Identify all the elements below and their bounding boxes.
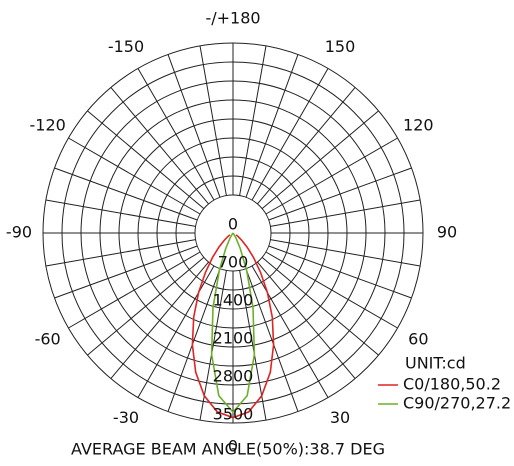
r-tick-label: 700 <box>218 253 249 272</box>
spoke <box>265 137 398 215</box>
angle-label: 150 <box>325 37 356 56</box>
minor-spoke <box>45 239 196 267</box>
minor-spoke <box>54 167 198 221</box>
minor-spoke <box>239 45 267 196</box>
spoke <box>68 137 201 215</box>
angle-label: -120 <box>30 116 66 135</box>
minor-spoke <box>261 110 379 209</box>
minor-spoke <box>245 268 299 412</box>
angle-label: 60 <box>408 330 428 349</box>
minor-spoke <box>110 87 209 205</box>
minor-spoke <box>268 167 412 221</box>
minor-spoke <box>87 110 205 209</box>
minor-spoke <box>199 45 227 196</box>
unit-label: UNIT:cd <box>405 354 466 373</box>
angle-label: -90 <box>6 223 32 242</box>
curve <box>210 232 256 414</box>
angle-label: 120 <box>403 116 434 135</box>
angle-label: -60 <box>35 330 61 349</box>
spoke <box>251 68 329 201</box>
r-tick-label: 2100 <box>213 329 254 348</box>
legend-label: C90/270,27.2 <box>403 394 511 413</box>
r-tick-label: 3500 <box>213 405 254 424</box>
minor-spoke <box>245 54 299 198</box>
angle-label: 90 <box>437 223 457 242</box>
minor-spoke <box>45 199 196 227</box>
minor-spoke <box>87 257 205 356</box>
footer: AVERAGE BEAM ANGLE(50%):38.7 DEG <box>71 440 385 459</box>
r-tick-label: 1400 <box>213 291 254 310</box>
minor-spoke <box>167 54 221 198</box>
legend-label: C0/180,50.2 <box>403 375 501 394</box>
minor-spoke <box>270 239 421 267</box>
spoke <box>137 265 215 398</box>
angle-label: 30 <box>330 408 350 427</box>
spoke <box>137 68 215 201</box>
r-tick-label: 0 <box>228 215 238 234</box>
minor-spoke <box>257 261 356 379</box>
minor-spoke <box>268 245 412 299</box>
minor-spoke <box>167 268 221 412</box>
minor-spoke <box>257 87 356 205</box>
minor-spoke <box>110 261 209 379</box>
spoke <box>251 265 329 398</box>
minor-spoke <box>54 245 198 299</box>
r-tick-label: 2800 <box>213 367 254 386</box>
angle-label: -30 <box>113 408 139 427</box>
minor-spoke <box>261 257 379 356</box>
spoke <box>265 251 398 329</box>
angle-label: -/+180 <box>205 9 260 28</box>
curve <box>191 234 275 419</box>
angle-label: 0 <box>228 437 238 456</box>
minor-spoke <box>270 199 421 227</box>
angle-label: -150 <box>108 37 144 56</box>
spoke <box>68 251 201 329</box>
